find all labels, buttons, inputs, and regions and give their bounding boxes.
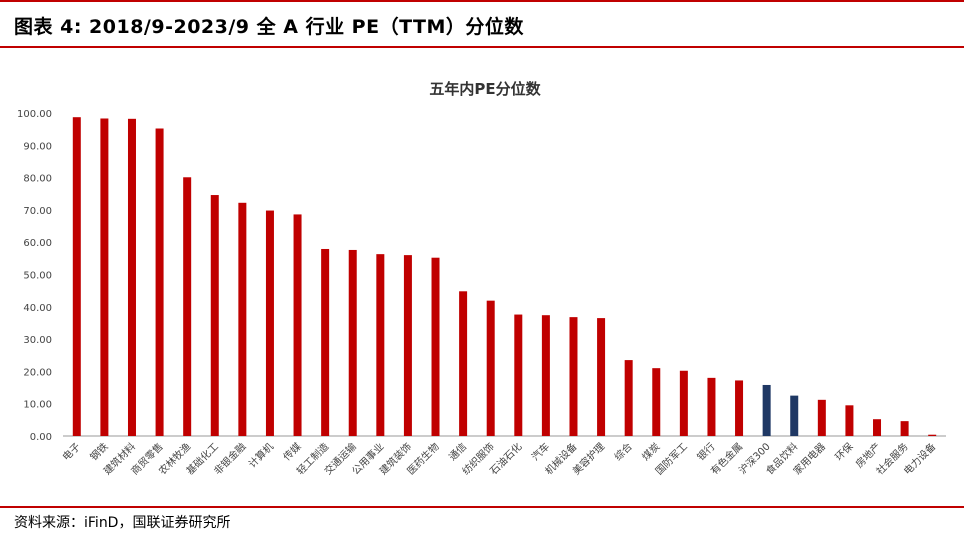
x-tick-label: 通信: [447, 441, 470, 464]
y-tick-label: 20.00: [23, 367, 52, 378]
bar: [100, 118, 109, 436]
y-tick-label: 80.00: [23, 174, 52, 185]
bottom-rule: [0, 506, 964, 508]
top-rule: [0, 0, 964, 2]
x-tick-label: 银行: [694, 440, 717, 463]
bar: [569, 317, 578, 436]
y-tick-label: 10.00: [23, 400, 52, 411]
y-tick-label: 0.00: [30, 432, 52, 443]
x-tick-label: 电子: [60, 440, 83, 463]
x-tick-label: 煤炭: [639, 440, 662, 463]
bar: [155, 128, 164, 436]
y-tick-label: 60.00: [23, 238, 52, 249]
title-rule: [0, 46, 964, 48]
chart-title: 五年内PE分位数: [429, 80, 541, 98]
y-tick-label: 30.00: [23, 335, 52, 346]
bar: [790, 395, 799, 436]
bar: [928, 434, 937, 436]
x-tick-label: 传媒: [281, 441, 304, 464]
x-tick-label: 综合: [611, 440, 634, 463]
bar-chart: 五年内PE分位数 0.00 10.00 20.00 30.00 40.00 50.00 60…: [17, 80, 946, 477]
bar: [431, 257, 440, 436]
bar: [127, 118, 136, 436]
bar: [459, 291, 468, 436]
bar: [486, 300, 495, 436]
bar: [707, 377, 716, 436]
y-tick-label: 100.00: [17, 109, 52, 120]
bar: [541, 315, 550, 436]
bar: [597, 318, 606, 436]
chart-area: 五年内PE分位数 0.00 10.00 20.00 30.00 40.00 50.00 60…: [0, 60, 964, 505]
bar: [735, 380, 744, 436]
x-tick-label: 钢铁: [87, 440, 110, 463]
x-tick-label: 环保: [832, 440, 855, 463]
bar: [817, 399, 826, 436]
y-axis: 0.00 10.00 20.00 30.00 40.00 50.00 60.00 70.00 8…: [17, 109, 52, 443]
bars: [72, 117, 937, 436]
bar: [403, 255, 412, 436]
figure-title: 图表 4: 2018/9-2023/9 全 A 行业 PE（TTM）分位数: [14, 16, 524, 38]
bar: [514, 314, 523, 436]
source-note: 资料来源：iFinD，国联证券研究所: [14, 515, 231, 531]
bar: [679, 370, 688, 436]
bar: [348, 249, 357, 436]
y-tick-label: 50.00: [23, 271, 52, 282]
y-tick-label: 40.00: [23, 303, 52, 314]
bar: [238, 202, 247, 436]
bar: [762, 384, 771, 436]
bar: [652, 368, 661, 436]
bar: [72, 117, 81, 436]
y-tick-label: 70.00: [23, 206, 52, 217]
x-tick-label: 计算机: [246, 440, 276, 470]
bar: [376, 254, 385, 436]
bar: [845, 405, 854, 436]
y-tick-label: 90.00: [23, 141, 52, 152]
bar: [265, 210, 274, 436]
bar: [321, 248, 330, 436]
bar: [900, 421, 909, 436]
bar: [873, 419, 882, 436]
x-tick-label: 汽车: [529, 440, 552, 463]
bar: [210, 195, 219, 436]
bar: [183, 177, 192, 436]
bar: [624, 360, 633, 436]
bar: [293, 214, 302, 436]
